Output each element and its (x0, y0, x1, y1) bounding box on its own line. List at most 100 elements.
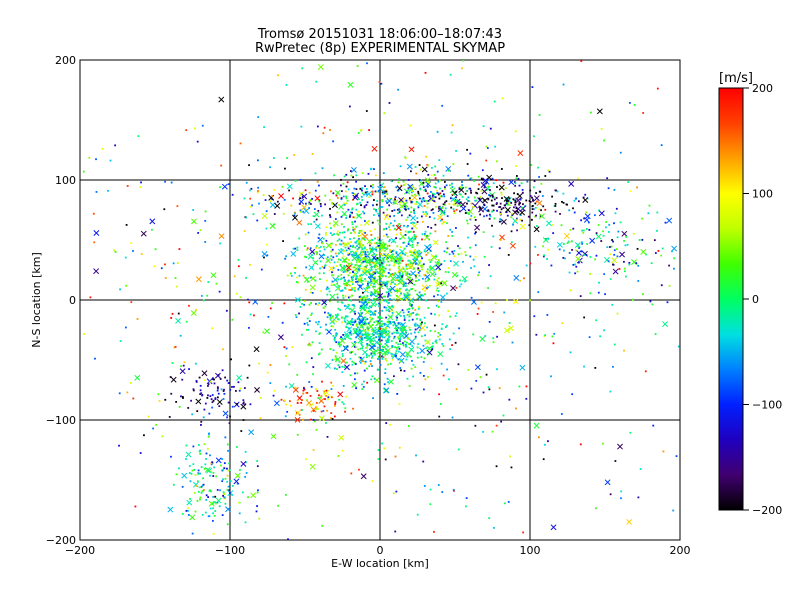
scatter-cross (445, 165, 452, 172)
scatter-dot (143, 434, 145, 437)
scatter-dot (389, 197, 392, 200)
scatter-dot (246, 376, 249, 379)
scatter-dot (603, 273, 606, 276)
scatter-dot (360, 337, 363, 340)
scatter-dot (178, 248, 181, 250)
scatter-dot (535, 214, 537, 217)
scatter-cross (337, 248, 344, 255)
scatter-dot (515, 407, 517, 410)
scatter-dot (593, 214, 596, 217)
scatter-dot (221, 480, 224, 483)
scatter-dot (326, 293, 329, 296)
scatter-dot (375, 295, 378, 298)
scatter-dot (414, 322, 417, 325)
scatter-dot (388, 268, 391, 271)
scatter-dot (647, 212, 650, 215)
scatter-dot (410, 262, 413, 265)
scatter-dot (337, 307, 340, 310)
scatter-cross (419, 324, 426, 331)
scatter-dot (202, 299, 205, 302)
scatter-dot (248, 326, 250, 329)
scatter-cross (273, 400, 280, 407)
scatter-dot (318, 333, 321, 335)
scatter-dot (305, 458, 307, 461)
scatter-dot (344, 246, 347, 249)
scatter-dot (362, 380, 365, 383)
scatter-dot (373, 311, 375, 314)
scatter-dot (491, 195, 494, 198)
scatter-dot (353, 310, 356, 313)
scatter-dot (562, 83, 565, 86)
scatter-dot (364, 280, 367, 282)
scatter-dot (486, 147, 489, 149)
scatter-cross (357, 283, 364, 290)
scatter-dot (377, 338, 380, 341)
scatter-cross (328, 265, 335, 272)
scatter-dot (398, 178, 401, 180)
scatter-dot (326, 316, 329, 319)
scatter-dot (399, 165, 402, 168)
scatter-dot (436, 192, 439, 195)
scatter-dot (422, 374, 425, 377)
scatter-cross (351, 255, 358, 262)
scatter-dot (404, 230, 407, 233)
scatter-dot (478, 271, 480, 274)
scatter-dot (207, 435, 210, 438)
scatter-dot (164, 277, 167, 279)
scatter-dot (312, 419, 315, 421)
scatter-dot (226, 416, 228, 419)
scatter-dot (392, 249, 395, 252)
scatter-dot (340, 198, 343, 201)
scatter-dot (328, 290, 331, 293)
scatter-dot (393, 219, 396, 222)
scatter-dot (210, 398, 213, 401)
scatter-dot (399, 231, 402, 234)
scatter-dot (299, 197, 302, 200)
scatter-dot (443, 221, 446, 223)
scatter-dot (300, 401, 303, 404)
scatter-dot (389, 250, 392, 253)
scatter-dot (192, 445, 195, 448)
scatter-dot (412, 267, 415, 270)
scatter-dot (371, 365, 373, 367)
scatter-dot (361, 383, 363, 386)
scatter-dot (361, 336, 363, 339)
scatter-dot (522, 203, 524, 206)
scatter-dot (317, 353, 320, 356)
scatter-dot (398, 334, 401, 337)
scatter-dot (571, 248, 573, 251)
scatter-cross (190, 310, 197, 317)
scatter-dot (376, 330, 379, 333)
scatter-dot (635, 262, 638, 265)
scatter-dot (414, 248, 416, 251)
scatter-dot (529, 299, 531, 302)
scatter-dot (393, 209, 396, 212)
scatter-dot (400, 369, 402, 372)
scatter-dot (416, 221, 419, 223)
scatter-dot (295, 316, 298, 319)
scatter-dot (365, 354, 368, 356)
scatter-dot (397, 223, 400, 226)
scatter-cross (407, 236, 414, 243)
scatter-dot (400, 282, 403, 284)
scatter-dot (383, 254, 385, 257)
scatter-dot (558, 248, 561, 251)
scatter-dot (366, 251, 369, 253)
scatter-dot (316, 407, 318, 410)
scatter-dot (314, 172, 317, 175)
scatter-dot (426, 212, 429, 215)
scatter-dot (644, 370, 647, 373)
scatter-dot (201, 484, 204, 487)
scatter-dot (344, 287, 346, 290)
scatter-dot (385, 339, 388, 342)
scatter-dot (355, 267, 358, 270)
scatter-dot (378, 312, 380, 314)
scatter-dot (331, 202, 334, 205)
scatter-dot (306, 391, 309, 394)
colorbar (718, 87, 744, 511)
scatter-dot (413, 222, 416, 224)
scatter-dot (353, 187, 356, 190)
scatter-dot (222, 478, 224, 481)
scatter-dot (374, 272, 377, 275)
scatter-dot (518, 385, 521, 388)
